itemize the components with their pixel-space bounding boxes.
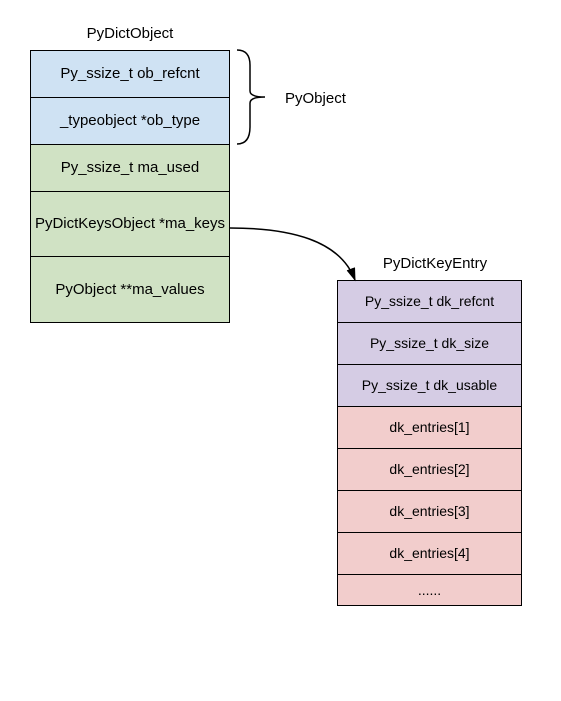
arrow-svg [0, 0, 561, 701]
